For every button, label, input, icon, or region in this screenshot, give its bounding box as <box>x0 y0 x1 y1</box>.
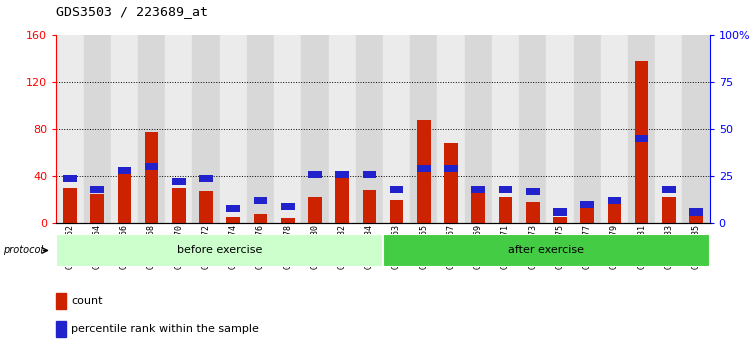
Bar <box>553 217 567 223</box>
Bar <box>138 35 165 223</box>
Bar <box>417 165 430 172</box>
Bar <box>465 35 492 223</box>
Bar <box>247 35 274 223</box>
Bar <box>63 175 77 182</box>
Bar <box>581 201 594 208</box>
Bar <box>445 165 458 172</box>
Bar <box>499 197 512 223</box>
Bar <box>219 35 247 223</box>
Bar <box>608 203 621 223</box>
Bar <box>655 35 683 223</box>
Bar <box>553 209 567 216</box>
Bar <box>437 35 465 223</box>
Bar <box>172 188 185 223</box>
Text: count: count <box>71 296 103 306</box>
Bar <box>390 186 403 193</box>
Bar <box>526 202 539 223</box>
Bar <box>383 234 710 267</box>
Bar <box>472 186 485 193</box>
Bar <box>56 321 66 337</box>
Bar <box>499 186 512 193</box>
Bar <box>90 194 104 223</box>
Bar <box>199 175 213 182</box>
Bar <box>472 188 485 223</box>
Bar <box>118 170 131 223</box>
Bar <box>56 35 83 223</box>
Bar <box>574 35 601 223</box>
Bar <box>689 214 703 223</box>
Text: GDS3503 / 223689_at: GDS3503 / 223689_at <box>56 5 208 18</box>
Bar <box>519 35 546 223</box>
Bar <box>56 293 66 309</box>
Bar <box>145 132 158 223</box>
Bar <box>635 135 648 142</box>
Bar <box>608 197 621 204</box>
Bar <box>581 202 594 223</box>
Bar <box>254 197 267 204</box>
Bar <box>662 186 676 193</box>
Text: protocol: protocol <box>3 245 43 256</box>
Bar <box>192 35 219 223</box>
Bar <box>363 171 376 178</box>
Bar <box>111 35 138 223</box>
Bar <box>417 120 430 223</box>
Bar <box>547 35 574 223</box>
Bar <box>281 203 294 210</box>
Bar <box>227 205 240 212</box>
Bar <box>526 188 539 195</box>
Bar <box>363 190 376 223</box>
Bar <box>145 164 158 171</box>
Bar <box>118 167 131 174</box>
Bar <box>301 35 328 223</box>
Bar <box>281 218 294 223</box>
Bar <box>83 35 111 223</box>
Bar <box>601 35 628 223</box>
Text: after exercise: after exercise <box>508 245 584 256</box>
Bar <box>662 197 676 223</box>
Bar <box>628 35 655 223</box>
Bar <box>383 35 410 223</box>
Bar <box>390 200 403 223</box>
Bar <box>308 171 321 178</box>
Bar <box>165 35 192 223</box>
Bar <box>492 35 519 223</box>
Text: percentile rank within the sample: percentile rank within the sample <box>71 324 259 335</box>
Bar <box>689 209 703 216</box>
Bar <box>172 178 185 185</box>
Bar <box>635 61 648 223</box>
Bar <box>336 174 349 223</box>
Bar <box>328 35 356 223</box>
Bar <box>90 186 104 193</box>
Bar <box>56 234 383 267</box>
Bar <box>199 192 213 223</box>
Bar <box>63 188 77 223</box>
Bar <box>254 214 267 223</box>
Bar <box>227 217 240 223</box>
Bar <box>336 171 349 178</box>
Bar <box>683 35 710 223</box>
Bar <box>445 143 458 223</box>
Bar <box>356 35 383 223</box>
Bar <box>410 35 437 223</box>
Text: before exercise: before exercise <box>177 245 262 256</box>
Bar <box>308 197 321 223</box>
Bar <box>274 35 301 223</box>
